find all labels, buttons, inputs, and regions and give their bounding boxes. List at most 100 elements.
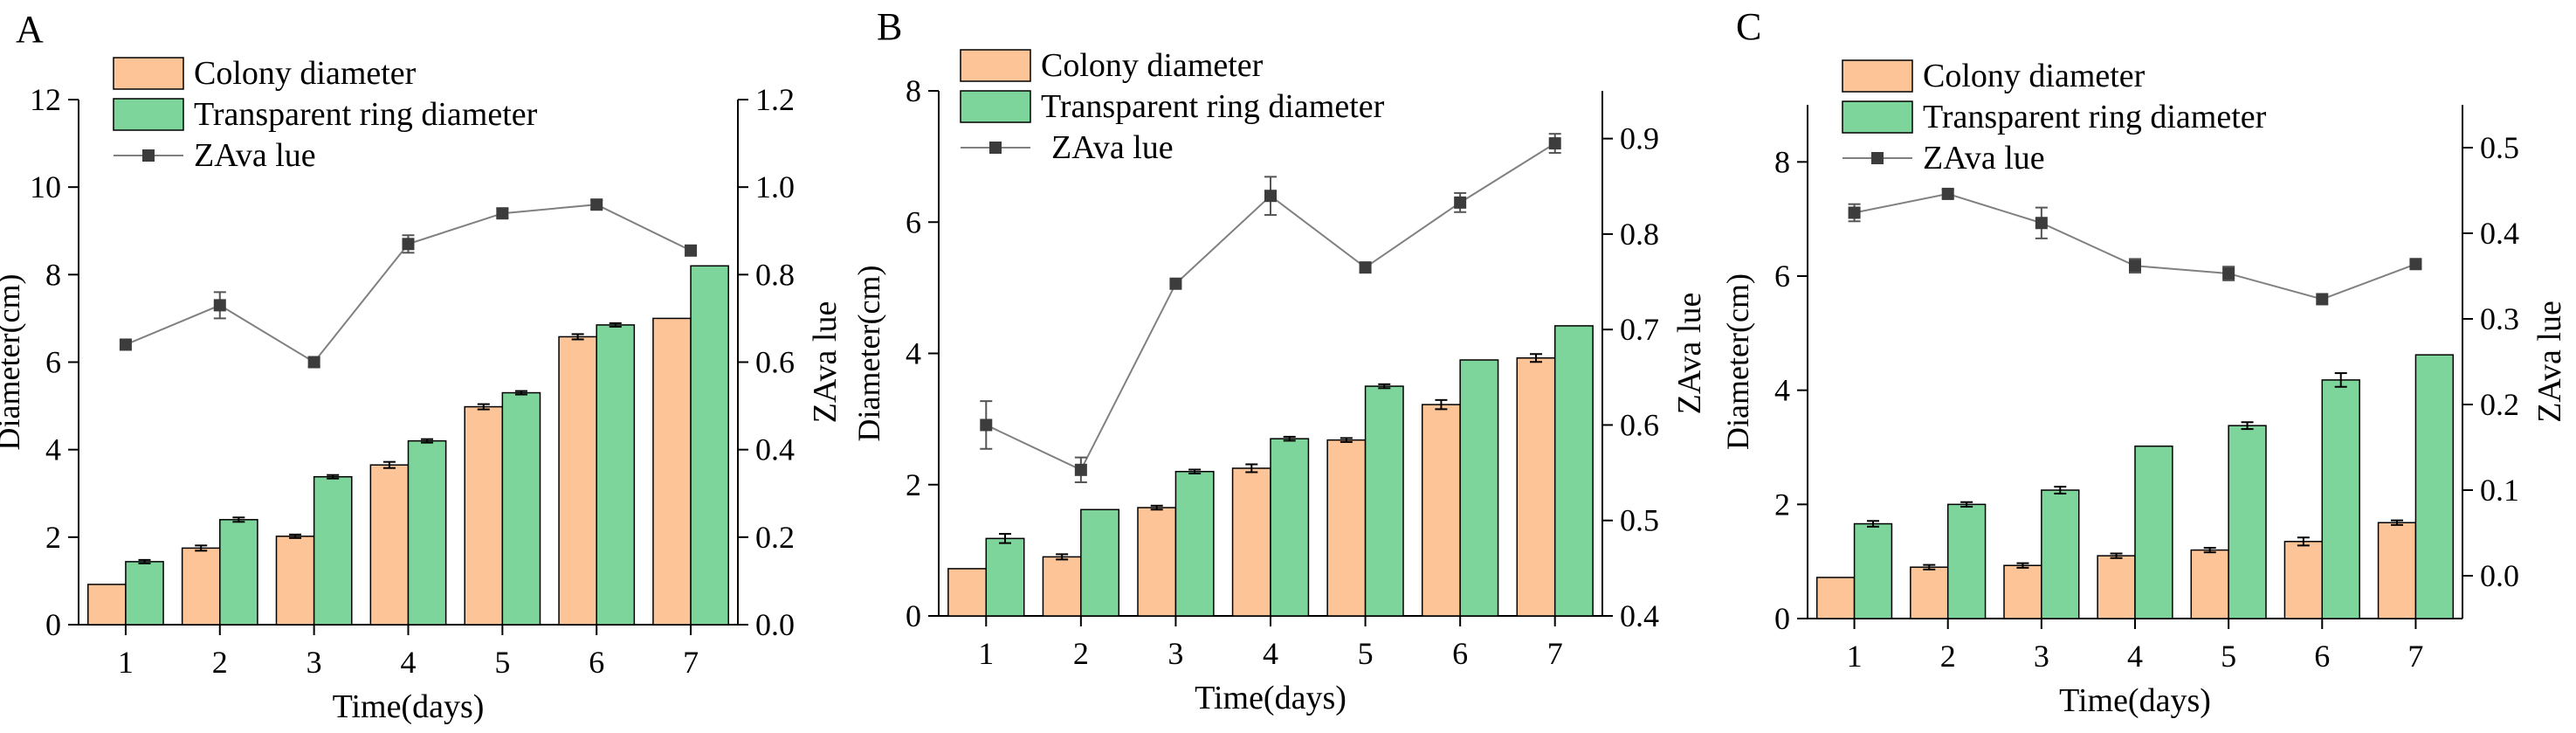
panel-c-ytick-label: 8 xyxy=(1774,144,1790,179)
panel-a-xtick-label: 1 xyxy=(118,645,134,680)
panel-c-ytick-label: 4 xyxy=(1774,373,1790,408)
panel-b-legend-swatch-ring xyxy=(960,90,1031,123)
panel-c-y2tick-label: 0.2 xyxy=(2480,387,2519,422)
panel-c-y2tick-label: 0.4 xyxy=(2480,216,2519,251)
panel-b-xtick-label: 4 xyxy=(1263,636,1278,671)
panel-b-label: B xyxy=(877,5,902,48)
panel-b-legend-swatch-colony xyxy=(960,49,1031,82)
panel-c-bar-colony xyxy=(2003,564,2042,619)
panel-b-bar-colony xyxy=(1137,507,1177,617)
panel-a-ylabel: Diameter(cm) xyxy=(0,274,26,451)
panel-a-y2tick-label: 0.2 xyxy=(755,520,795,555)
panel-c-y2tick-label: 0.0 xyxy=(2480,558,2519,593)
panel-c-legend-ring: Transparent ring diameter xyxy=(1923,99,2267,135)
panel-c-xtick-label: 4 xyxy=(2127,639,2143,674)
panel-b-legend-swatch-za-marker xyxy=(989,142,1002,154)
panel-a-y2tick-label: 0.8 xyxy=(755,257,795,292)
panel-b-y2tick-label: 0.7 xyxy=(1620,312,1659,347)
panel-b-za-point xyxy=(1074,463,1087,476)
panel-b-bar-ring xyxy=(985,537,1025,617)
panel-a-bar-ring xyxy=(313,475,353,626)
panel-c-za-point xyxy=(1941,187,1954,200)
panel-c-za-point xyxy=(1848,206,1861,219)
panel-b-xtick-label: 1 xyxy=(978,636,994,671)
panel-a-y2tick-label: 0.4 xyxy=(755,432,795,467)
panel-a-legend-colony: Colony diameter xyxy=(194,55,417,92)
panel-c-bar-ring xyxy=(2414,354,2455,619)
panel-b-za-point xyxy=(1454,196,1467,209)
panel-c-za-point xyxy=(2409,258,2422,271)
panel-b-za-point xyxy=(1359,261,1372,274)
panel-c-legend-swatch-ring xyxy=(1842,100,1913,134)
panel-c-xtick-label: 7 xyxy=(2407,639,2423,674)
panel-c-bar-colony xyxy=(2377,522,2417,619)
panel-a-legend-swatch-za-marker xyxy=(142,149,155,162)
panel-a-bar-colony xyxy=(275,536,315,626)
panel-c-xtick-label: 5 xyxy=(2221,639,2236,674)
panel-c-za-point xyxy=(2222,267,2235,280)
panel-c-za-point xyxy=(2035,217,2048,230)
panel-a-bar-colony xyxy=(87,584,127,626)
panel-a-ytick-label: 8 xyxy=(45,257,61,292)
panel-a-ytick-label: 4 xyxy=(45,432,61,467)
panel-a-za-point xyxy=(496,207,509,220)
panel-a-bar-ring xyxy=(690,265,729,626)
panel-c-y2tick-label: 0.3 xyxy=(2480,301,2519,336)
panel-a-za-point xyxy=(307,356,320,369)
panel-a-bar-ring xyxy=(125,561,164,626)
panel-c-ytick-label: 2 xyxy=(1774,487,1790,522)
panel-a-ytick-label: 0 xyxy=(45,607,61,642)
panel-b-ytick-label: 2 xyxy=(906,467,921,502)
panel-a-y2tick-label: 0.6 xyxy=(755,345,795,380)
panel-a-ytick-label: 6 xyxy=(45,345,61,380)
panel-c-legend-swatch-colony xyxy=(1842,59,1913,93)
panel-b-bar-ring xyxy=(1174,470,1215,617)
panel-c-bar-ring xyxy=(2321,379,2360,619)
panel-b-xtick-label: 5 xyxy=(1358,636,1374,671)
panel-c-y2tick-label: 0.5 xyxy=(2480,130,2519,165)
panel-c-xtick-label: 3 xyxy=(2034,639,2049,674)
panel-b-za-point xyxy=(1548,137,1561,150)
panel-b-za-point xyxy=(1264,190,1277,203)
panel-a-bar-colony xyxy=(464,405,504,626)
panel-a-legend-swatch-ring xyxy=(113,98,184,131)
panel-b-za-point xyxy=(980,418,993,432)
panel-c-bar-ring xyxy=(1853,522,1893,619)
panel-b-legend-za: ZAva lue xyxy=(1051,129,1174,166)
panel-a-legend-swatch-colony xyxy=(113,57,184,90)
panel-b-ytick-label: 8 xyxy=(906,73,921,108)
panel-b-bar-colony xyxy=(1326,439,1367,617)
panel-c-bar-colony xyxy=(2097,555,2136,619)
panel-b-bar-colony xyxy=(1516,357,1556,617)
panel-b-ylabel: Diameter(cm) xyxy=(851,266,886,442)
panel-a-xtick-label: 3 xyxy=(307,645,322,680)
panel-c-za-point xyxy=(2129,259,2141,273)
panel-a-y2tick-label: 1.0 xyxy=(755,169,795,204)
panel-a-bar-colony xyxy=(181,547,221,626)
panel-a-bar-colony xyxy=(369,464,410,626)
panel-c-y2tick-label: 0.1 xyxy=(2480,473,2519,508)
panel-c-xtick-label: 2 xyxy=(1940,639,1956,674)
panel-c-bar-colony xyxy=(2283,541,2324,619)
panel-c-xtick-label: 1 xyxy=(1847,639,1863,674)
panel-b-bar-ring xyxy=(1080,508,1120,617)
panel-b-bar-ring xyxy=(1364,385,1404,617)
panel-b-bar-ring xyxy=(1553,325,1594,617)
panel-b-y2tick-label: 0.6 xyxy=(1620,407,1659,442)
panel-a-bar-colony xyxy=(652,317,692,626)
panel-a-za-point xyxy=(402,238,415,251)
panel-b-legend-colony: Colony diameter xyxy=(1041,47,1264,84)
panel-a-ytick-label: 2 xyxy=(45,520,61,555)
panel-c-xlabel: Time(days) xyxy=(2059,682,2211,719)
panel-b-legend-ring: Transparent ring diameter xyxy=(1041,88,1385,125)
panel-a-bar-ring xyxy=(501,391,541,626)
panel-b-bar-colony xyxy=(1042,556,1082,617)
panel-a-ytick-label: 10 xyxy=(30,169,61,204)
panel-a-y2tick-label: 0.0 xyxy=(755,607,795,642)
panel-b-y2tick-label: 0.8 xyxy=(1620,217,1659,252)
panel-b-y2tick-label: 0.5 xyxy=(1620,503,1659,538)
panel-c-za-point xyxy=(2316,293,2329,306)
panel-a-bar-colony xyxy=(558,335,597,626)
panel-c-za-line xyxy=(1854,192,2416,301)
